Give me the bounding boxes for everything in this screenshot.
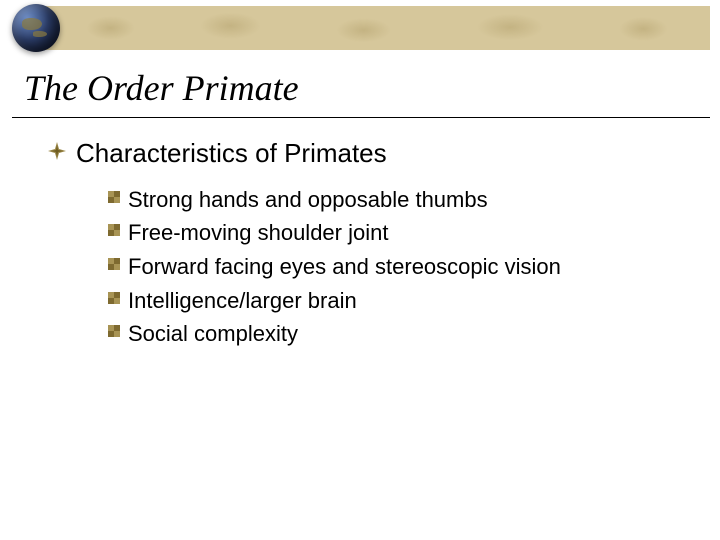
list-item-text: Intelligence/larger brain bbox=[128, 286, 357, 316]
list-item: Free-moving shoulder joint bbox=[108, 218, 720, 248]
square-bullet-icon bbox=[108, 190, 120, 208]
list-item-text: Strong hands and opposable thumbs bbox=[128, 185, 488, 215]
slide-title: The Order Primate bbox=[12, 56, 710, 118]
world-map-strip bbox=[44, 6, 710, 50]
list-item: Intelligence/larger brain bbox=[108, 286, 720, 316]
bullet-list: Strong hands and opposable thumbs Free-m… bbox=[48, 181, 720, 349]
list-item-text: Forward facing eyes and stereoscopic vis… bbox=[128, 252, 561, 282]
square-bullet-icon bbox=[108, 257, 120, 275]
list-item: Forward facing eyes and stereoscopic vis… bbox=[108, 252, 720, 282]
list-item-text: Free-moving shoulder joint bbox=[128, 218, 388, 248]
square-bullet-icon bbox=[108, 291, 120, 309]
globe-icon bbox=[12, 4, 60, 52]
slide-title-text: The Order Primate bbox=[24, 68, 299, 108]
compass-bullet-icon bbox=[48, 142, 66, 165]
square-bullet-icon bbox=[108, 223, 120, 241]
heading-row: Characteristics of Primates bbox=[48, 136, 720, 171]
banner bbox=[0, 0, 720, 56]
list-item-text: Social complexity bbox=[128, 319, 298, 349]
content-area: Characteristics of Primates Strong hands… bbox=[0, 118, 720, 350]
list-item: Strong hands and opposable thumbs bbox=[108, 185, 720, 215]
heading-text: Characteristics of Primates bbox=[76, 136, 387, 171]
list-item: Social complexity bbox=[108, 319, 720, 349]
square-bullet-icon bbox=[108, 324, 120, 342]
